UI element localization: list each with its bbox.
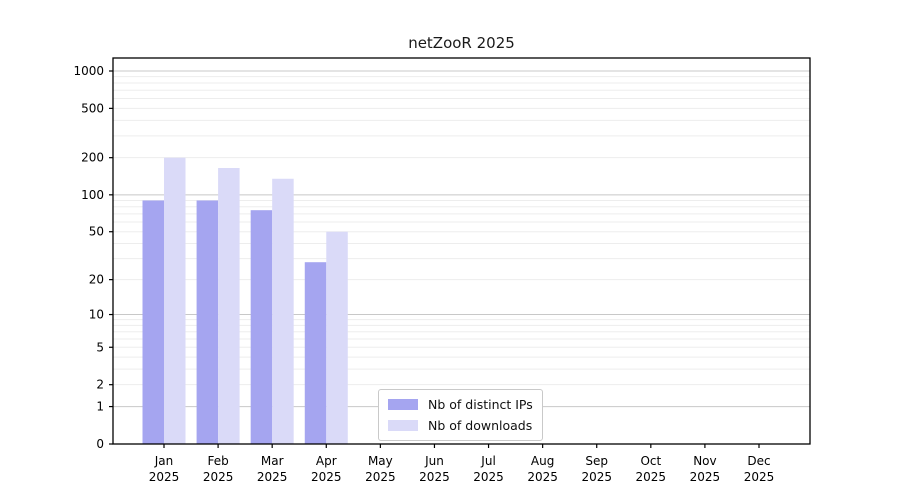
x-tick-label-year: 2025 bbox=[149, 470, 180, 484]
bar-distinct-ips-apr bbox=[304, 262, 327, 444]
x-tick-label-month: Aug bbox=[531, 454, 554, 468]
x-tick-label-month: May bbox=[368, 454, 393, 468]
y-tick-label: 500 bbox=[81, 101, 104, 115]
x-tick-label-month: Feb bbox=[207, 454, 228, 468]
x-tick-label-year: 2025 bbox=[203, 470, 234, 484]
y-tick-label: 200 bbox=[81, 151, 104, 165]
y-tick-label: 5 bbox=[96, 340, 104, 354]
x-tick-label-year: 2025 bbox=[473, 470, 504, 484]
chart-title: netZooR 2025 bbox=[408, 34, 515, 52]
x-tick-label-month: Apr bbox=[316, 454, 337, 468]
bar-downloads-jan bbox=[164, 157, 186, 445]
legend-swatch-distinct-ips-icon bbox=[388, 399, 418, 410]
x-tick-label-year: 2025 bbox=[527, 470, 558, 484]
x-tick-label-year: 2025 bbox=[581, 470, 612, 484]
x-tick-label-month: Oct bbox=[640, 454, 661, 468]
bar-downloads-feb bbox=[218, 168, 240, 444]
plot-border bbox=[112, 57, 811, 445]
x-tick-label-year: 2025 bbox=[744, 470, 775, 484]
x-tick-label-month: Jul bbox=[480, 454, 495, 468]
legend-swatch-downloads-icon bbox=[388, 420, 418, 431]
y-tick-label: 20 bbox=[89, 273, 104, 287]
x-tick-label-month: Mar bbox=[261, 454, 284, 468]
x-tick-label-year: 2025 bbox=[311, 470, 342, 484]
bar-downloads-mar bbox=[272, 178, 294, 444]
x-tick-label-year: 2025 bbox=[257, 470, 288, 484]
x-tick-label-month: Nov bbox=[693, 454, 716, 468]
legend-label-downloads: Nb of downloads bbox=[428, 418, 533, 433]
y-tick-label: 100 bbox=[81, 188, 104, 202]
legend-label-distinct-ips: Nb of distinct IPs bbox=[428, 397, 533, 412]
x-tick-label-month: Jun bbox=[424, 454, 444, 468]
bar-distinct-ips-feb bbox=[196, 200, 219, 444]
y-tick-label: 1000 bbox=[73, 64, 104, 78]
x-tick-label-year: 2025 bbox=[690, 470, 721, 484]
x-tick-label-year: 2025 bbox=[636, 470, 667, 484]
x-tick-label-year: 2025 bbox=[419, 470, 450, 484]
x-tick-label-month: Sep bbox=[585, 454, 608, 468]
x-tick-label-year: 2025 bbox=[365, 470, 396, 484]
bar-downloads-apr bbox=[326, 231, 348, 444]
x-tick-label-month: Dec bbox=[747, 454, 770, 468]
legend: Nb of distinct IPs Nb of downloads bbox=[378, 389, 543, 441]
bar-distinct-ips-jan bbox=[142, 200, 164, 444]
x-tick-label-month: Jan bbox=[154, 454, 174, 468]
legend-item-downloads: Nb of downloads bbox=[388, 418, 532, 433]
y-tick-label: 1 bbox=[96, 400, 104, 414]
y-tick-label: 50 bbox=[89, 225, 104, 239]
y-tick-label: 2 bbox=[96, 378, 104, 392]
y-tick-label: 0 bbox=[96, 437, 104, 451]
legend-item-distinct-ips: Nb of distinct IPs bbox=[388, 397, 533, 412]
y-tick-label: 10 bbox=[89, 308, 104, 322]
bar-distinct-ips-mar bbox=[250, 210, 273, 444]
